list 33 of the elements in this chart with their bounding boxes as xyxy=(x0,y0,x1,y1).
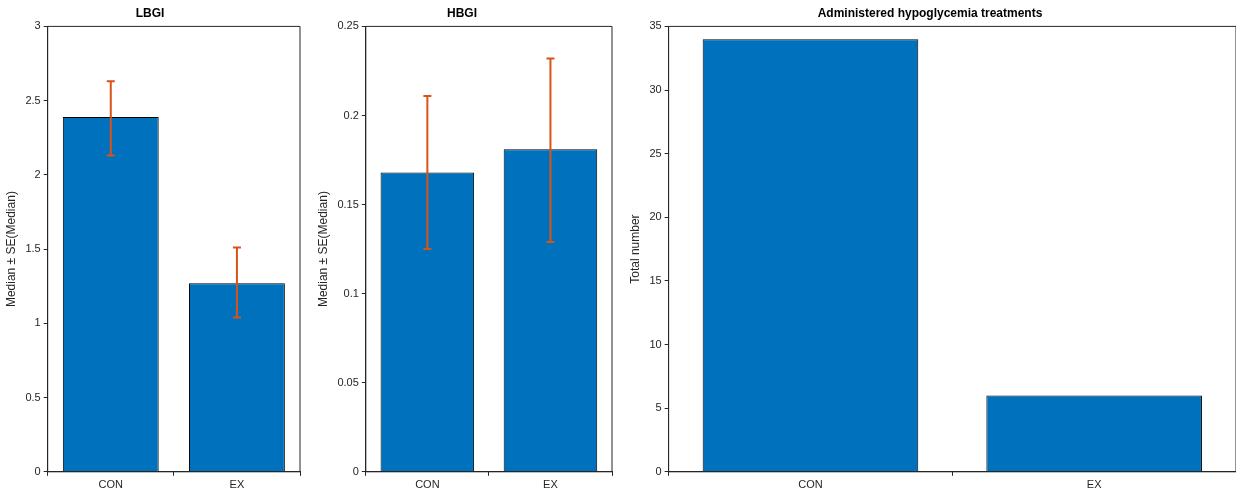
y-tick-label: 1.5 xyxy=(25,242,41,255)
y-tick-label: 10 xyxy=(649,337,662,350)
y-tick-label: 0 xyxy=(34,464,41,477)
x-tick-label: CON xyxy=(798,478,823,491)
y-tick-label: 0 xyxy=(352,464,359,477)
y-tick-label: 0.25 xyxy=(337,19,359,32)
y-tick-label: 0.1 xyxy=(343,286,359,299)
y-tick-label: 25 xyxy=(649,146,662,159)
y-tick-label: 0 xyxy=(655,464,662,477)
y-tick-label: 20 xyxy=(649,210,662,223)
y-tick-label: 2.5 xyxy=(25,93,41,106)
y-tick-label: 15 xyxy=(649,273,662,286)
y-tick-label: 0.05 xyxy=(337,375,359,388)
y-tick-label: 0.5 xyxy=(25,390,41,403)
y-axis-title: Median ± SE(Median) xyxy=(315,191,330,308)
chart-title: HBGI xyxy=(447,5,477,20)
y-axis-title: Total number xyxy=(627,214,642,284)
y-tick-label: 3 xyxy=(34,19,41,32)
y-tick-label: 35 xyxy=(649,19,662,32)
y-tick-label: 1 xyxy=(34,316,41,329)
chart-title: LBGI xyxy=(135,5,165,20)
y-tick-label: 30 xyxy=(649,83,662,96)
chart-title: Administered hypoglycemia treatments xyxy=(817,5,1043,20)
y-tick-label: 0.15 xyxy=(337,197,359,210)
y-tick-label: 2 xyxy=(34,167,41,180)
x-tick-label: CON xyxy=(415,478,440,491)
x-tick-label: EX xyxy=(1086,478,1103,491)
y-tick-label: 0.2 xyxy=(343,108,359,121)
x-tick-label: EX xyxy=(229,478,245,491)
y-axis-title: Median ± SE(Median) xyxy=(3,191,18,308)
y-tick-label: 5 xyxy=(655,401,662,414)
x-tick-label: EX xyxy=(543,478,559,491)
x-tick-label: CON xyxy=(98,478,124,491)
